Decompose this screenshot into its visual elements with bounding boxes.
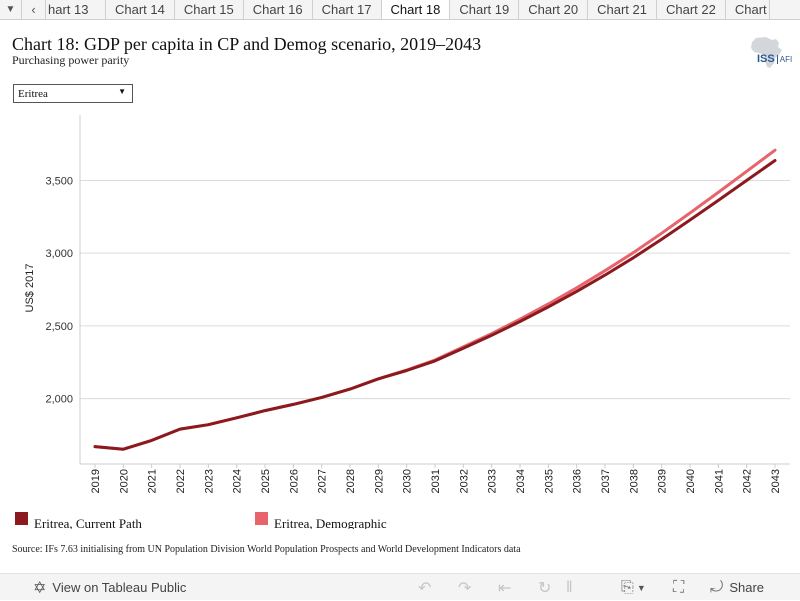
tab-list: hart 13 Chart 14 Chart 15 Chart 16 Chart 17 C… [46,0,800,19]
x-tick-label: 2025 [260,469,272,493]
x-tick-label: 2036 [572,469,584,493]
source-note: Source: IFs 7.63 initialising from UN Po… [12,544,521,555]
chart-gridlines [80,179,790,400]
refresh-icon: ↻ [538,579,552,597]
series-line-demographic[interactable] [93,148,777,451]
tableau-toolbar: ✡ View on Tableau Public ↶ ↷ ⇤ ↻ ‖ ⎘ ▼ ⛶… [0,573,800,600]
x-tick-labels: 2019 2020 2021 2022 2023 2024 2025 2026 2027 2028… [90,464,782,493]
y-tick-label: 2,000 [45,394,73,406]
legend-item-demographic[interactable]: Eritrea, Demographic [255,511,387,529]
country-filter-dropdown[interactable]: Eritrea ▼ [13,84,133,103]
x-tick-label: 2023 [203,469,215,493]
revert-button[interactable]: ⇤ [498,574,511,601]
tab-hart-13[interactable]: hart 13 [46,0,106,19]
x-tick-label: 2028 [345,469,357,493]
tab-bar: ▼ ‹ hart 13 Chart 14 Chart 15 Chart 16 Chart… [0,0,800,20]
legend-swatch-demographic [255,512,268,525]
tableau-logo-icon: ✡ [33,579,47,597]
x-tick-label: 2022 [175,469,187,493]
iss-logo-text: ISS AFI [757,53,793,65]
share-icon: ⤾ [710,578,724,596]
download-button[interactable]: ⎘ ▼ [621,574,646,601]
series-line-current-path[interactable] [93,159,777,451]
pause-button[interactable]: ‖ [566,574,573,601]
legend-item-current-path[interactable]: Eritrea, Current Path [15,511,142,529]
y-tick-label: 2,500 [45,321,73,333]
x-tick-label: 2026 [288,469,300,493]
x-tick-label: 2027 [317,469,329,493]
x-tick-label: 2039 [657,469,669,493]
revert-icon: ⇤ [498,579,512,597]
x-tick-label: 2030 [402,469,414,493]
x-tick-label: 2037 [600,469,612,493]
x-tick-label: 2043 [770,469,782,493]
view-on-tableau-link[interactable]: ✡ View on Tableau Public [33,574,186,601]
chevron-left-icon: ‹ [31,2,36,17]
tab-scroll-left-button[interactable]: ‹ [22,0,46,19]
view-on-tableau-label: View on Tableau Public [52,580,187,595]
x-tick-label: 2041 [713,469,725,493]
share-button[interactable]: ⤾ Share [710,574,764,601]
share-label: Share [729,580,765,595]
chart-subtitle: Purchasing power parity [12,53,130,67]
chart-title: Chart 18: GDP per capita in CP and Demog… [12,34,482,54]
tab-menu-button[interactable]: ▼ [0,0,22,19]
tab-chart[interactable]: Chart [726,0,770,19]
y-tick-label: 3,000 [45,248,73,260]
africa-map-logo-icon [751,37,782,68]
tab-chart-15[interactable]: Chart 15 [175,0,244,19]
tab-chart-17[interactable]: Chart 17 [313,0,382,19]
legend-label-demographic: Eritrea, Demographic [274,516,387,529]
x-tick-label: 2035 [543,469,555,493]
download-icon: ⎘ [621,578,634,596]
x-tick-label: 2019 [90,469,102,493]
y-tick-label: 3,500 [45,175,73,187]
pause-icon: ‖ [566,578,573,596]
tab-chart-22[interactable]: Chart 22 [657,0,726,19]
x-tick-label: 2031 [430,469,442,493]
x-tick-label: 2020 [118,469,130,493]
y-tick-labels: 2,000 2,500 3,000 3,500 [45,175,73,405]
caret-down-icon: ▼ [5,4,16,15]
undo-button[interactable]: ↶ [418,574,431,601]
refresh-button[interactable]: ↻ [538,574,551,601]
redo-button[interactable]: ↷ [458,574,471,601]
fullscreen-icon: ⛶ [673,578,685,596]
x-tick-label: 2029 [373,469,385,493]
x-tick-label: 2042 [742,469,754,493]
x-tick-label: 2034 [515,469,527,493]
x-tick-label: 2038 [628,469,640,493]
tab-chart-19[interactable]: Chart 19 [450,0,520,19]
caret-down-icon: ▼ [118,87,126,96]
tab-chart-20[interactable]: Chart 20 [519,0,589,19]
tab-chart-16[interactable]: Chart 16 [244,0,313,19]
y-axis-label: US$ 2017 [24,264,36,313]
x-tick-label: 2032 [458,469,470,493]
tab-chart-21[interactable]: Chart 21 [588,0,657,19]
x-tick-label: 2024 [232,469,244,493]
legend-swatch-current-path [15,512,28,525]
tab-chart-14[interactable]: Chart 14 [106,0,175,19]
redo-icon: ↷ [458,579,472,597]
country-filter-value: Eritrea [18,88,48,100]
undo-icon: ↶ [418,579,432,597]
x-tick-label: 2033 [487,469,499,493]
fullscreen-button[interactable]: ⛶ [673,574,684,601]
x-tick-label: 2021 [147,469,159,493]
caret-down-icon: ▼ [636,582,646,593]
x-tick-label: 2040 [685,469,697,493]
tab-chart-18[interactable]: Chart 18 [381,0,451,19]
chart-series [93,148,777,451]
legend-label-current-path: Eritrea, Current Path [34,516,142,529]
